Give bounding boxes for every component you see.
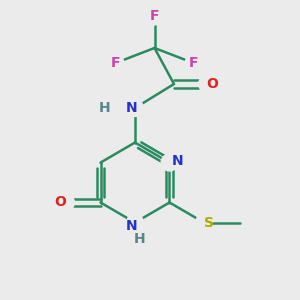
Text: F: F — [111, 56, 120, 70]
Circle shape — [199, 76, 215, 92]
Text: O: O — [55, 196, 67, 209]
Text: F: F — [189, 56, 198, 70]
Text: N: N — [126, 101, 138, 115]
Circle shape — [196, 214, 212, 231]
Circle shape — [58, 194, 74, 211]
Text: S: S — [203, 216, 214, 230]
Circle shape — [127, 100, 143, 116]
Text: H: H — [134, 232, 145, 246]
Text: F: F — [150, 10, 159, 23]
Circle shape — [146, 8, 163, 25]
Text: N: N — [126, 219, 138, 232]
Text: H: H — [99, 101, 111, 115]
Text: N: N — [172, 154, 184, 168]
Text: O: O — [206, 77, 218, 91]
Circle shape — [107, 55, 124, 71]
Circle shape — [161, 154, 178, 171]
Circle shape — [185, 55, 202, 71]
Circle shape — [127, 214, 143, 231]
